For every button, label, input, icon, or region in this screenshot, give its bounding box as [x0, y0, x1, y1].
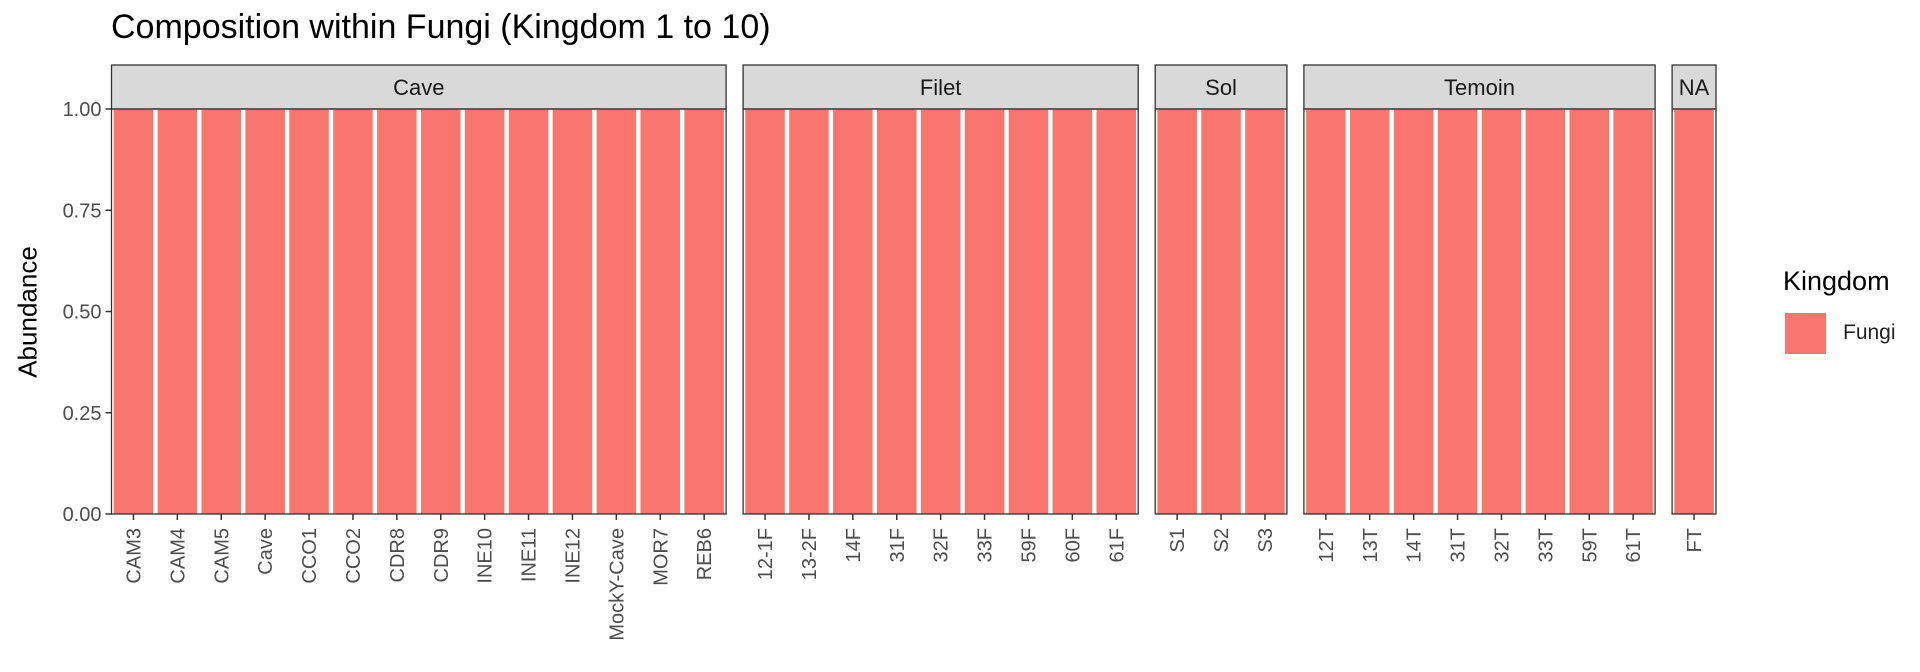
bar [684, 109, 724, 514]
x-tick-label: Cave [255, 528, 277, 575]
x-tick-label: 13T [1360, 528, 1382, 562]
bar [1393, 109, 1434, 514]
bar [377, 109, 417, 514]
x-tick-label: REB6 [694, 528, 716, 580]
bar [421, 109, 461, 514]
x-tick-label: CCO2 [343, 528, 365, 584]
bar [289, 109, 329, 514]
x-tick-label: 59F [1018, 528, 1040, 562]
x-tick-label: FT [1684, 528, 1706, 552]
bar [640, 109, 680, 514]
x-tick-label: S2 [1211, 528, 1233, 552]
x-tick-label: 32T [1491, 528, 1513, 562]
facet-strip [1154, 64, 1288, 110]
bar [552, 109, 593, 514]
x-tick-label: 33T [1535, 528, 1557, 562]
bar [113, 109, 154, 514]
bar [920, 109, 961, 514]
x-tick-label: CAM5 [211, 528, 233, 584]
x-tick-label: 31F [887, 528, 909, 562]
x-tick-label: 60F [1062, 528, 1084, 562]
bar [333, 109, 373, 514]
bar [157, 109, 198, 514]
bar [1008, 109, 1049, 514]
x-tick-label: CAM3 [123, 528, 145, 584]
bar [1096, 109, 1136, 514]
bar [1437, 109, 1478, 514]
bar [1052, 109, 1093, 514]
y-tick-label: 0.25 [63, 403, 102, 425]
x-tick-label: INE12 [562, 528, 584, 584]
y-tick-label: 0.75 [63, 200, 102, 222]
y-tick-label: 0.00 [63, 504, 102, 526]
legend-label-fungi: Fungi [1843, 321, 1896, 344]
x-tick-label: MockY-Cave [606, 528, 628, 641]
panel-border [1303, 108, 1656, 515]
facet-label: Temoin [1444, 75, 1515, 100]
bar [964, 109, 1005, 514]
bar [1245, 109, 1285, 514]
facet-strip [742, 64, 1139, 110]
facet-label: Filet [920, 75, 962, 100]
x-tick-label: 61T [1623, 528, 1645, 562]
x-tick-label: S3 [1255, 528, 1277, 552]
x-tick-label: S1 [1167, 528, 1189, 552]
bar [1481, 109, 1522, 514]
facet-label: Sol [1205, 75, 1237, 100]
x-tick-label: 33F [975, 528, 997, 562]
x-tick-label: 14T [1404, 528, 1426, 562]
bar [508, 109, 549, 514]
x-tick-label: 12-1F [755, 528, 777, 580]
bar [1613, 109, 1653, 514]
bar [1157, 109, 1197, 514]
chart-title: Composition within Fungi (Kingdom 1 to 1… [111, 8, 771, 46]
bar [1569, 109, 1609, 514]
x-tick-label: INE10 [475, 528, 497, 584]
facet-strip [1303, 64, 1656, 110]
bar [789, 109, 829, 514]
facet-label: Cave [393, 75, 444, 100]
x-tick-label: 13-2F [799, 528, 821, 580]
bar [1525, 109, 1566, 514]
x-tick-label: INE11 [519, 528, 541, 582]
bar [1306, 109, 1346, 514]
x-tick-label: 32F [931, 528, 953, 562]
bar [464, 109, 505, 514]
facet-strip [1671, 64, 1717, 110]
x-tick-label: 61F [1106, 528, 1128, 562]
bar [245, 109, 285, 514]
y-tick-label: 0.50 [63, 302, 102, 324]
bar [877, 109, 917, 514]
bar [833, 109, 873, 514]
x-tick-label: 12T [1316, 528, 1338, 562]
panel-border [110, 108, 727, 515]
bar [1674, 109, 1714, 514]
y-tick-label: 1.00 [63, 99, 102, 121]
bar [1201, 109, 1241, 514]
x-tick-label: CAM4 [167, 528, 189, 584]
bar [1350, 109, 1390, 514]
facet-strip [110, 64, 727, 110]
x-tick-label: CDR9 [431, 528, 453, 582]
legend-key-fungi [1785, 313, 1826, 354]
x-tick-label: CCO1 [299, 528, 321, 584]
x-tick-label: 14F [843, 528, 865, 562]
bar [201, 109, 241, 514]
x-tick-label: 59T [1579, 528, 1601, 562]
x-tick-label: 31T [1448, 528, 1470, 562]
x-tick-label: CDR8 [387, 528, 409, 582]
bar [745, 109, 785, 514]
facet-label: NA [1679, 75, 1710, 100]
legend-title: Kingdom [1783, 266, 1890, 296]
bar [596, 109, 637, 514]
x-tick-label: MOR7 [650, 528, 672, 586]
